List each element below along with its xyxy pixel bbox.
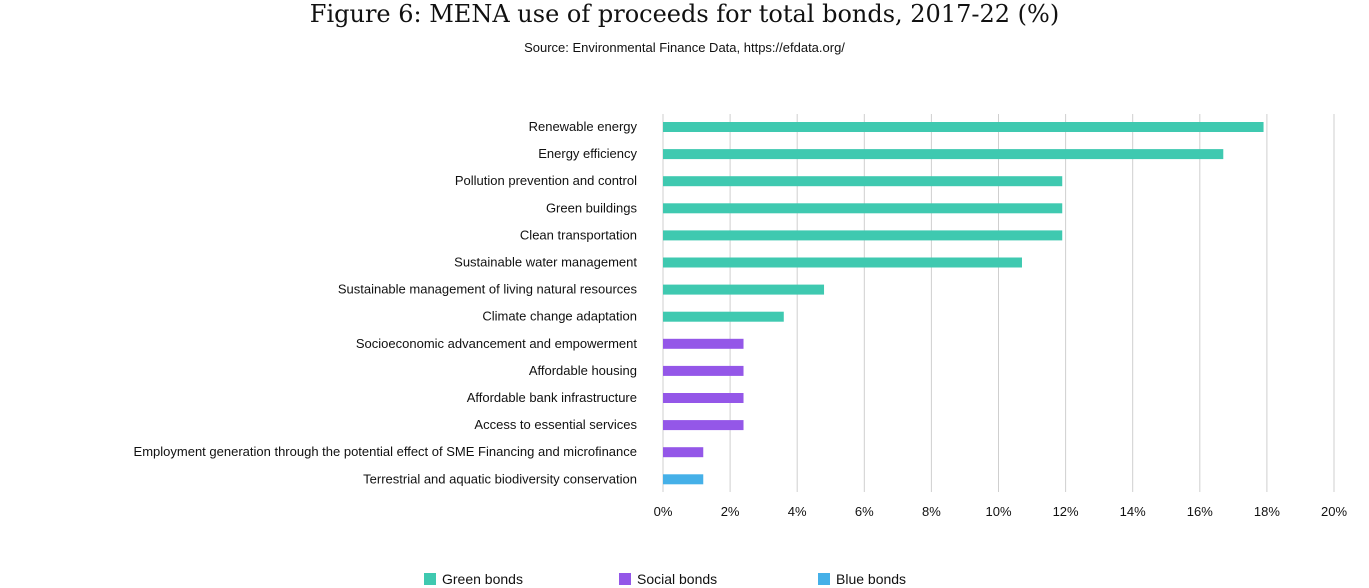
legend-label-social-bonds: Social bonds [637, 571, 718, 587]
category-labels: Renewable energy Energy efficiency Polluti… [134, 119, 638, 486]
bars [663, 122, 1264, 485]
bar [663, 122, 1264, 132]
x-tick-label: 10% [985, 504, 1011, 519]
legend-swatch-blue-bonds [818, 573, 830, 585]
category-label: Renewable energy [529, 119, 638, 134]
legend-label-green-bonds: Green bonds [442, 571, 523, 587]
x-tick-label: 20% [1321, 504, 1347, 519]
category-label: Sustainable management of living natural… [338, 282, 638, 297]
category-label: Affordable housing [529, 363, 637, 378]
x-axis-ticks: 0% 2% 4% 6% 8% 10% 12% 14% 16% 18% 20% [654, 504, 1348, 519]
legend-swatch-social-bonds [619, 573, 631, 585]
x-tick-label: 18% [1254, 504, 1280, 519]
category-label: Employment generation through the potent… [134, 444, 637, 459]
bar [663, 203, 1063, 214]
chart-subtitle: Source: Environmental Finance Data, http… [524, 40, 845, 55]
bar [663, 149, 1224, 160]
x-tick-label: 12% [1053, 504, 1079, 519]
category-label: Energy efficiency [538, 146, 637, 161]
gridlines [662, 114, 1335, 492]
category-label: Clean transportation [520, 227, 637, 242]
x-tick-label: 14% [1120, 504, 1146, 519]
bar [663, 365, 744, 376]
x-tick-label: 2% [721, 504, 740, 519]
category-label: Affordable bank infrastructure [467, 390, 637, 405]
bar [663, 420, 744, 431]
bar [663, 230, 1063, 241]
x-tick-label: 16% [1187, 504, 1213, 519]
bar [663, 257, 1022, 268]
legend-item-social-bonds: Social bonds [619, 571, 717, 587]
bar [663, 447, 704, 458]
x-tick-label: 8% [922, 504, 941, 519]
category-label: Access to essential services [474, 417, 637, 432]
category-label: Sustainable water management [454, 255, 637, 270]
x-tick-label: 4% [788, 504, 807, 519]
legend-item-blue-bonds: Blue bonds [818, 571, 906, 587]
category-label: Socioeconomic advancement and empowermen… [356, 336, 637, 351]
bar [663, 338, 744, 349]
legend-item-green-bonds: Green bonds [424, 571, 523, 587]
chart-title: Figure 6: MENA use of proceeds for total… [309, 0, 1060, 28]
category-label: Climate change adaptation [482, 309, 637, 324]
bar [663, 393, 744, 403]
bar [663, 284, 825, 295]
bar [663, 474, 704, 485]
legend-label-blue-bonds: Blue bonds [836, 571, 907, 587]
bar-chart: Renewable energy Energy efficiency Polluti… [134, 114, 1348, 519]
bar [663, 311, 784, 322]
x-tick-label: 6% [855, 504, 874, 519]
category-label: Green buildings [546, 200, 638, 215]
category-label: Terrestrial and aquatic biodiversity con… [363, 471, 637, 486]
legend-swatch-green-bonds [424, 573, 436, 585]
category-label: Pollution prevention and control [455, 173, 637, 188]
x-tick-label: 0% [654, 504, 673, 519]
bar [663, 176, 1063, 187]
